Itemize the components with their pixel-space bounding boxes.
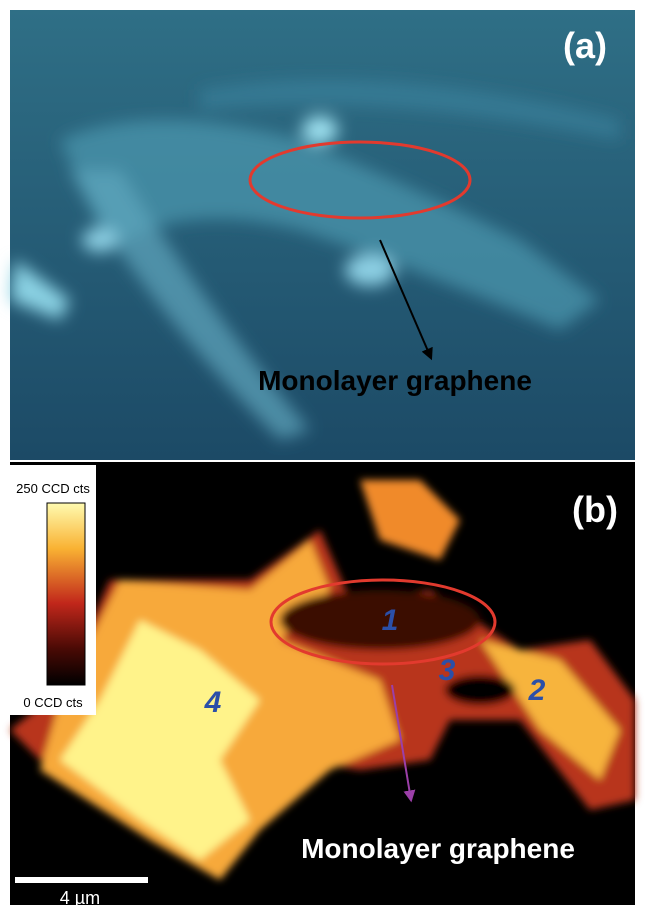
- flake: [82, 228, 118, 252]
- panel-a: Monolayer graphene (a): [10, 10, 635, 460]
- page: Monolayer graphene (a) 1 3 2 4 Monolayer…: [0, 0, 645, 915]
- annotation: Monolayer graphene: [258, 365, 532, 396]
- region-low: [445, 675, 515, 705]
- colorbar-max-label: 250 CCD cts: [16, 481, 90, 496]
- panel-b: 1 3 2 4 Monolayer graphene (b) 250 CCD c…: [10, 462, 635, 908]
- colorbar: [47, 503, 85, 685]
- figure: Monolayer graphene (a) 1 3 2 4 Monolayer…: [0, 0, 645, 915]
- panel-label: (a): [563, 25, 607, 66]
- scale-bar-label: 4 µm: [60, 888, 100, 908]
- region-label: 3: [439, 654, 456, 687]
- region-label: 2: [528, 674, 546, 707]
- region-low: [280, 590, 480, 650]
- annotation: Monolayer graphene: [301, 833, 575, 864]
- region-label: 4: [204, 686, 222, 719]
- flake: [302, 116, 338, 144]
- panel-label: (b): [572, 489, 618, 530]
- colorbar-min-label: 0 CCD cts: [23, 695, 83, 710]
- region-label: 1: [382, 604, 399, 637]
